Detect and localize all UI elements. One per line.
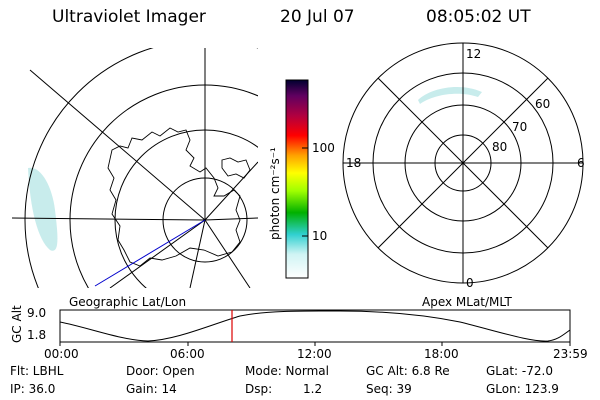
mlt-label-right: 6 <box>577 156 585 170</box>
mlat-label-80: 80 <box>492 140 508 154</box>
orbit-track <box>94 219 206 287</box>
colorbar-tick-10: 10 <box>312 229 328 243</box>
gc-alt-status: GC Alt: 6.8 Re <box>366 364 450 378</box>
alt-xtick: 18:00 <box>424 347 459 361</box>
door-status: Door: Open <box>126 364 195 378</box>
aurora-emission <box>28 167 58 251</box>
alt-ytick-high: 9.0 <box>27 306 47 320</box>
apex-polar-plot <box>342 42 584 284</box>
meridian <box>12 217 206 221</box>
date-label: 20 Jul 07 <box>280 7 355 27</box>
glat-status: GLat: -72.0 <box>486 364 553 378</box>
altitude-curve <box>60 310 570 342</box>
dsp-value: 1.2 <box>303 382 323 396</box>
mlt-label-left: 18 <box>346 156 362 170</box>
mlat-label-70: 70 <box>512 120 528 134</box>
coastline <box>221 157 251 179</box>
meridian <box>109 219 206 288</box>
ip-status: IP: 36.0 <box>10 382 56 396</box>
dsp-label: Dsp: <box>245 382 273 396</box>
flt-status: Flt: LBHL <box>10 364 64 378</box>
geo-map-label: Geographic Lat/Lon <box>69 295 187 309</box>
glon-status: GLon: 123.9 <box>486 382 559 396</box>
seq-status: Seq: 39 <box>366 382 412 396</box>
mlat-label-60: 60 <box>535 97 551 111</box>
gain-status: Gain: 14 <box>126 382 177 396</box>
app-title: Ultraviolet Imager <box>52 7 206 27</box>
altitude-plot <box>59 309 571 346</box>
colorbar <box>285 79 309 279</box>
coastline <box>107 127 241 267</box>
alt-xtick: 00:00 <box>44 347 79 361</box>
meridian <box>204 219 251 288</box>
apex-map-label: Apex MLat/MLT <box>422 295 512 309</box>
alt-xtick: 23:59 <box>553 347 588 361</box>
aurora-emission <box>418 86 482 104</box>
mlt-meridian <box>377 77 549 249</box>
alt-ylabel: GC Alt <box>10 305 24 343</box>
alt-ytick-low: 1.8 <box>27 328 47 342</box>
meridian <box>189 219 206 288</box>
geographic-map <box>12 48 258 288</box>
alt-xtick: 06:00 <box>170 347 205 361</box>
colorbar-unit-label: photon cm⁻²s⁻¹ <box>268 147 282 240</box>
colorbar-tick-100: 100 <box>312 141 335 155</box>
meridian <box>29 69 206 221</box>
meridian <box>204 217 258 221</box>
lat-circle <box>24 48 258 288</box>
mlt-label-bottom: 0 <box>466 276 474 290</box>
time-label: 08:05:02 UT <box>426 7 531 27</box>
mode-status: Mode: Normal <box>245 364 329 378</box>
mlt-label-top: 12 <box>466 47 482 61</box>
alt-xtick: 12:00 <box>297 347 332 361</box>
